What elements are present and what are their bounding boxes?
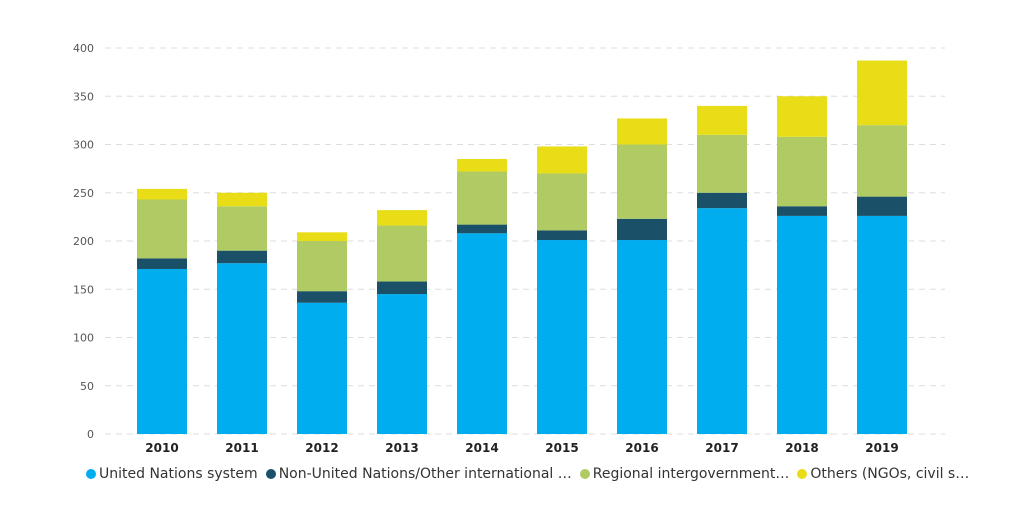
- bar-segment-2017-series-3[interactable]: [697, 105, 747, 135]
- bar-segment-2015-series-3[interactable]: [537, 146, 587, 174]
- legend-item-others[interactable]: Others (NGOs, civil s…: [797, 466, 969, 482]
- bar-segment-2018-series-3[interactable]: [777, 96, 827, 137]
- legend-label: Non-United Nations/Other international …: [278, 466, 572, 482]
- legend-label: Others (NGOs, civil s…: [810, 466, 970, 482]
- y-tick-label: 100: [73, 332, 94, 345]
- bar-segment-2013-series-3[interactable]: [377, 210, 427, 226]
- x-tick-label: 2018: [785, 441, 818, 455]
- bar-segment-2014-series-0[interactable]: [457, 233, 507, 434]
- bar-segment-2017-series-1[interactable]: [697, 192, 747, 209]
- bar-segment-2013-series-2[interactable]: [377, 225, 427, 282]
- bar-segment-2017-series-2[interactable]: [697, 134, 747, 193]
- bar-segment-2012-series-1[interactable]: [297, 291, 347, 303]
- bar-segment-2019-series-0[interactable]: [857, 215, 907, 434]
- bar-segment-2017-series-0[interactable]: [697, 208, 747, 434]
- bar-segment-2019-series-2[interactable]: [857, 125, 907, 197]
- legend-item-united-nations[interactable]: United Nations system: [86, 466, 258, 482]
- bar-segment-2016-series-3[interactable]: [617, 118, 667, 145]
- x-tick-label: 2012: [305, 441, 338, 455]
- legend-item-non-un[interactable]: Non-United Nations/Other international …: [265, 466, 572, 482]
- x-tick-label: 2019: [865, 441, 898, 455]
- legend-label: Regional intergovernment…: [592, 466, 790, 482]
- bar-segment-2018-series-0[interactable]: [777, 215, 827, 434]
- x-tick-label: 2015: [545, 441, 578, 455]
- bar-segment-2019-series-1[interactable]: [857, 196, 907, 216]
- y-tick-label: 0: [87, 428, 94, 441]
- x-tick-label: 2011: [225, 441, 258, 455]
- bar-segment-2014-series-1[interactable]: [457, 224, 507, 234]
- legend-item-regional[interactable]: Regional intergovernment…: [579, 466, 790, 482]
- bar-segment-2011-series-3[interactable]: [217, 192, 267, 207]
- bar-segment-2018-series-1[interactable]: [777, 206, 827, 216]
- legend-swatch: [797, 469, 808, 479]
- bar-segment-2011-series-1[interactable]: [217, 250, 267, 264]
- bars: [137, 60, 907, 434]
- bar-segment-2012-series-0[interactable]: [297, 302, 347, 434]
- bar-segment-2016-series-0[interactable]: [617, 240, 667, 434]
- bar-segment-2012-series-3[interactable]: [297, 232, 347, 241]
- bar-segment-2011-series-0[interactable]: [217, 263, 267, 434]
- x-tick-label: 2016: [625, 441, 658, 455]
- x-tick-label: 2017: [705, 441, 738, 455]
- bar-segment-2016-series-1[interactable]: [617, 218, 667, 241]
- y-tick-label: 400: [73, 42, 94, 55]
- bar-segment-2014-series-2[interactable]: [457, 171, 507, 225]
- y-tick-label: 50: [80, 380, 94, 393]
- bar-segment-2010-series-0[interactable]: [137, 268, 187, 434]
- legend: United Nations system Non-United Nations…: [86, 466, 977, 482]
- bar-segment-2010-series-2[interactable]: [137, 199, 187, 259]
- bar-segment-2011-series-2[interactable]: [217, 206, 267, 251]
- bar-segment-2013-series-0[interactable]: [377, 294, 427, 434]
- bar-segment-2013-series-1[interactable]: [377, 281, 427, 295]
- bar-segment-2010-series-3[interactable]: [137, 188, 187, 200]
- y-tick-label: 150: [73, 283, 94, 296]
- x-axis-ticks: 2010 2011 2012 2013 2014 2015 2016 2017 2018 2019: [145, 441, 898, 455]
- gridlines: [105, 47, 945, 435]
- y-tick-label: 200: [73, 235, 94, 248]
- legend-label: United Nations system: [99, 466, 258, 482]
- bar-segment-2010-series-1[interactable]: [137, 258, 187, 269]
- bar-segment-2015-series-0[interactable]: [537, 240, 587, 434]
- bar-segment-2015-series-1[interactable]: [537, 230, 587, 241]
- bar-segment-2016-series-2[interactable]: [617, 144, 667, 219]
- legend-swatch: [86, 469, 96, 479]
- x-tick-label: 2010: [145, 441, 178, 455]
- y-tick-label: 350: [73, 90, 94, 103]
- bar-segment-2019-series-3[interactable]: [857, 60, 907, 126]
- y-axis-ticks: 0 50 100 150 200 250 300 350 400: [73, 42, 94, 441]
- y-tick-label: 250: [73, 187, 94, 200]
- bar-segment-2014-series-3[interactable]: [457, 158, 507, 172]
- legend-swatch: [579, 469, 590, 479]
- bar-segment-2012-series-2[interactable]: [297, 241, 347, 292]
- bar-segment-2015-series-2[interactable]: [537, 173, 587, 231]
- y-tick-label: 300: [73, 139, 94, 152]
- x-tick-label: 2014: [465, 441, 498, 455]
- legend-swatch: [265, 469, 276, 479]
- x-tick-label: 2013: [385, 441, 418, 455]
- bar-segment-2018-series-2[interactable]: [777, 136, 827, 207]
